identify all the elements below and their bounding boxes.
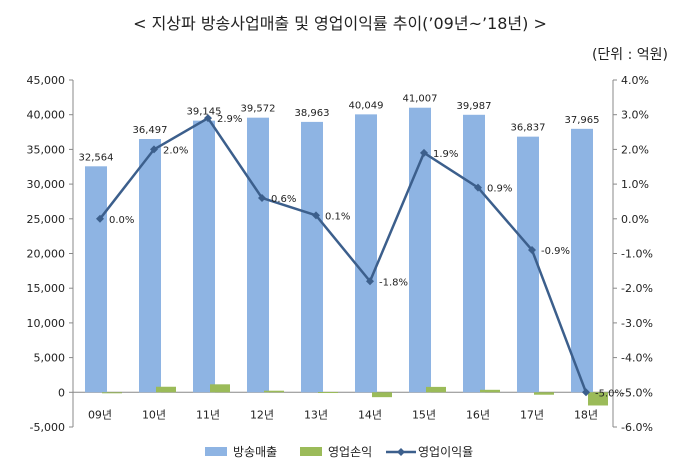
rate-data-label: 0.9% — [487, 184, 512, 195]
sales-data-label: 39,987 — [457, 101, 492, 112]
rate-marker — [96, 214, 104, 223]
sales-bar — [571, 128, 593, 393]
unit-label: (단위 : 억원) — [591, 47, 668, 63]
profit-bar — [534, 392, 554, 395]
profit-bar — [102, 392, 122, 394]
rate-data-label: -0.9% — [541, 246, 570, 257]
right-tick-label: 0.0% — [621, 213, 649, 226]
sales-bar — [247, 117, 269, 393]
rate-data-label: 0.0% — [109, 215, 134, 226]
rate-marker — [474, 183, 482, 192]
left-tick-label: 25,000 — [27, 213, 66, 226]
legend-label: 영업이익율 — [418, 445, 473, 459]
profit-bar — [480, 389, 500, 393]
x-tick-label: 16년 — [466, 408, 490, 421]
sales-data-label: 38,963 — [295, 108, 330, 119]
legend-label: 영업손익 — [328, 445, 372, 459]
rate-marker — [204, 114, 212, 123]
right-tick-label: -1.0% — [621, 248, 653, 261]
left-tick-label: 45,000 — [27, 74, 66, 87]
x-tick-label: 18년 — [574, 408, 598, 421]
x-tick-label: 10년 — [142, 408, 166, 421]
rate-marker — [420, 148, 428, 157]
legend-swatch — [300, 447, 322, 456]
sales-data-label: 36,497 — [133, 125, 168, 136]
rate-data-label: 0.1% — [325, 211, 350, 222]
sales-bar — [463, 114, 485, 393]
left-tick-label: 35,000 — [27, 143, 66, 156]
left-tick-label: 5,000 — [34, 352, 66, 365]
left-tick-label: 20,000 — [27, 248, 66, 261]
right-tick-label: -5.0% — [621, 386, 653, 399]
legend-swatch — [205, 447, 227, 456]
rate-marker — [366, 277, 374, 286]
profit-bar — [588, 392, 608, 406]
sales-bar — [301, 121, 323, 393]
x-tick-label: 15년 — [412, 408, 436, 421]
left-tick-label: 0 — [58, 386, 65, 399]
right-tick-label: 3.0% — [621, 109, 649, 122]
rate-marker — [258, 193, 266, 202]
sales-data-label: 39,145 — [187, 107, 222, 118]
legend-label: 방송매출 — [233, 445, 277, 459]
rate-marker — [582, 388, 590, 397]
rate-data-label: 2.0% — [163, 145, 188, 156]
sales-data-label: 39,572 — [241, 104, 276, 115]
profit-bar — [372, 392, 392, 398]
sales-bar — [139, 139, 161, 393]
rate-data-label: 1.9% — [433, 149, 458, 160]
rate-data-label: -5.0% — [595, 388, 624, 399]
x-tick-label: 12년 — [250, 408, 274, 421]
x-tick-label: 13년 — [304, 408, 328, 421]
left-tick-label: 15,000 — [27, 282, 66, 295]
sales-bar — [409, 107, 431, 393]
sales-data-label: 36,837 — [511, 123, 546, 134]
rate-marker — [150, 145, 158, 154]
right-tick-label: 1.0% — [621, 178, 649, 191]
profit-bar — [264, 390, 284, 393]
x-tick-label: 17년 — [520, 408, 544, 421]
left-tick-label: -5,000 — [30, 421, 65, 434]
right-tick-label: -4.0% — [621, 352, 653, 365]
sales-bar — [85, 166, 107, 393]
rate-data-label: -1.8% — [379, 277, 408, 288]
rate-marker — [528, 246, 536, 255]
x-tick-label: 09년 — [88, 408, 112, 421]
left-tick-label: 40,000 — [27, 109, 66, 122]
right-tick-label: 4.0% — [621, 74, 649, 87]
rate-line — [99, 116, 588, 393]
x-tick-label: 11년 — [196, 408, 220, 421]
sales-bar — [193, 120, 215, 393]
rate-data-label: 0.6% — [271, 194, 296, 205]
profit-bar — [426, 386, 446, 393]
right-tick-label: 2.0% — [621, 143, 649, 156]
rate-data-label: 2.9% — [217, 114, 242, 125]
rate-marker — [312, 211, 320, 220]
left-tick-label: 10,000 — [27, 317, 66, 330]
sales-data-label: 37,965 — [565, 115, 600, 126]
left-tick-label: 30,000 — [27, 178, 66, 191]
right-tick-label: -6.0% — [621, 421, 653, 434]
sales-data-label: 32,564 — [79, 152, 114, 163]
sales-bar — [517, 136, 539, 393]
sales-data-label: 41,007 — [403, 94, 438, 105]
chart-title: < 지상파 방송사업매출 및 영업이익률 추이(’09년~’18년) > — [133, 14, 547, 33]
legend-marker — [397, 448, 405, 456]
right-tick-label: -2.0% — [621, 282, 653, 295]
profit-bar — [156, 386, 176, 393]
sales-bar — [355, 114, 377, 393]
sales-data-label: 40,049 — [349, 100, 384, 111]
profit-bar — [318, 392, 338, 394]
profit-bar — [210, 384, 230, 393]
right-tick-label: -3.0% — [621, 317, 653, 330]
x-tick-label: 14년 — [358, 408, 382, 421]
